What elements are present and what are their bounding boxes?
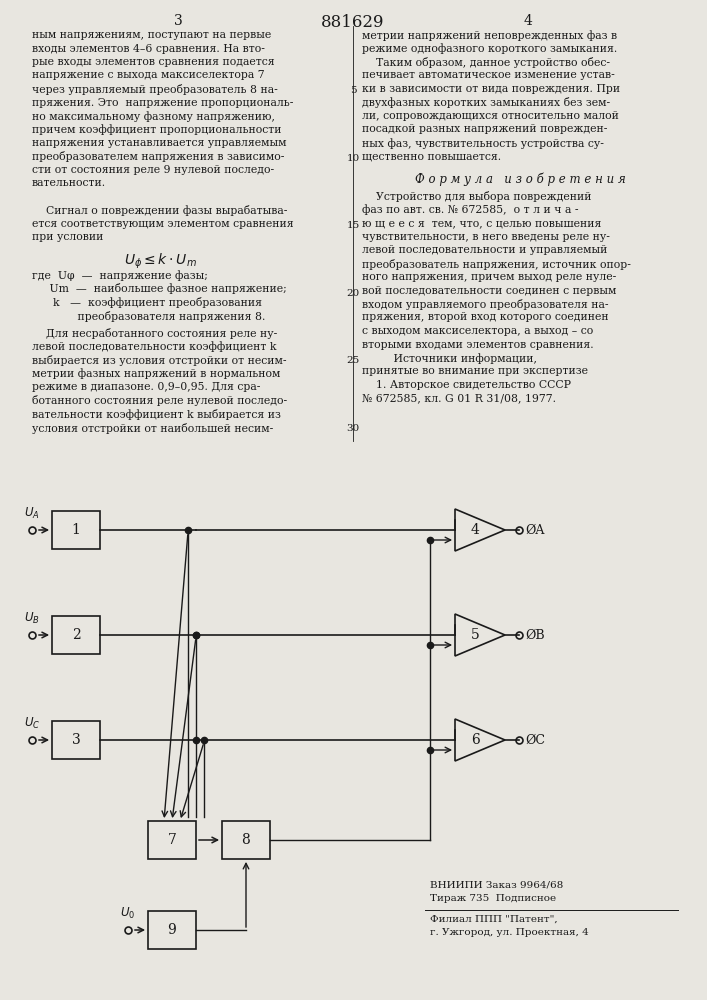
Text: условия отстройки от наибольшей несим-: условия отстройки от наибольшей несим- — [32, 422, 273, 434]
Text: 15: 15 — [346, 221, 360, 230]
Text: принятые во внимание при экспертизе: принятые во внимание при экспертизе — [362, 366, 588, 376]
Text: ным напряжениям, поступают на первые: ным напряжениям, поступают на первые — [32, 30, 271, 40]
Text: 9: 9 — [168, 923, 176, 937]
Text: ØB: ØB — [525, 629, 544, 642]
Text: причем коэффициент пропорциональности: причем коэффициент пропорциональности — [32, 124, 281, 135]
Text: 5: 5 — [471, 628, 479, 642]
Text: щественно повышается.: щественно повышается. — [362, 151, 501, 161]
Text: вательности.: вательности. — [32, 178, 106, 188]
Text: метрии напряжений неповрежденных фаз в: метрии напряжений неповрежденных фаз в — [362, 30, 617, 41]
Bar — [52, 511, 100, 549]
Text: Um  —  наибольшее фазное напряжение;: Um — наибольшее фазное напряжение; — [32, 284, 287, 294]
Text: 4: 4 — [471, 523, 479, 537]
Text: № 672585, кл. G 01 R 31/08, 1977.: № 672585, кл. G 01 R 31/08, 1977. — [362, 393, 556, 403]
Text: $U_A$: $U_A$ — [24, 506, 40, 521]
Text: вательности коэффициент k выбирается из: вательности коэффициент k выбирается из — [32, 409, 281, 420]
Text: 25: 25 — [346, 356, 360, 365]
Text: печивает автоматическое изменение устав-: печивает автоматическое изменение устав- — [362, 70, 615, 81]
Text: ных фаз, чувствительность устройства су-: ных фаз, чувствительность устройства су- — [362, 138, 604, 149]
Text: ю щ е е с я  тем, что, с целью повышения: ю щ е е с я тем, что, с целью повышения — [362, 218, 602, 228]
Text: Источники информации,: Источники информации, — [362, 353, 537, 364]
Text: ØC: ØC — [525, 734, 545, 746]
Text: рые входы элементов сравнения подается: рые входы элементов сравнения подается — [32, 57, 274, 67]
Text: ВНИИПИ Заказ 9964/68: ВНИИПИ Заказ 9964/68 — [430, 880, 563, 889]
Text: метрии фазных напряжений в нормальном: метрии фазных напряжений в нормальном — [32, 368, 281, 379]
Bar — [148, 911, 196, 949]
Text: преобразователя напряжения 8.: преобразователя напряжения 8. — [32, 310, 265, 322]
Text: ется соответствующим элементом сравнения: ется соответствующим элементом сравнения — [32, 219, 293, 229]
Text: $U_B$: $U_B$ — [24, 611, 40, 626]
Text: пряжения. Это  напряжение пропорциональ-: пряжения. Это напряжение пропорциональ- — [32, 98, 293, 107]
Text: через управляемый преобразователь 8 на-: через управляемый преобразователь 8 на- — [32, 84, 278, 95]
Text: Филиал ППП "Патент",: Филиал ППП "Патент", — [430, 915, 558, 924]
Text: при условии: при условии — [32, 232, 103, 242]
Text: напряжение с выхода максиселектора 7: напряжение с выхода максиселектора 7 — [32, 70, 264, 81]
Text: ботанного состояния реле нулевой последо-: ботанного состояния реле нулевой последо… — [32, 395, 287, 406]
Text: 1: 1 — [71, 523, 81, 537]
Text: 7: 7 — [168, 833, 177, 847]
Text: Сигнал о повреждении фазы вырабатыва-: Сигнал о повреждении фазы вырабатыва- — [32, 206, 287, 217]
Text: посадкой разных напряжений поврежден-: посадкой разных напряжений поврежден- — [362, 124, 607, 134]
Text: входом управляемого преобразователя на-: входом управляемого преобразователя на- — [362, 299, 609, 310]
Text: ного напряжения, причем выход реле нуле-: ного напряжения, причем выход реле нуле- — [362, 272, 617, 282]
Text: режиме в диапазоне. 0,9–0,95. Для сра-: режиме в диапазоне. 0,9–0,95. Для сра- — [32, 382, 260, 392]
Text: напряжения устанавливается управляемым: напряжения устанавливается управляемым — [32, 138, 286, 148]
Text: 2: 2 — [71, 628, 81, 642]
Text: преобразователем напряжения в зависимо-: преобразователем напряжения в зависимо- — [32, 151, 284, 162]
Text: 10: 10 — [346, 154, 360, 163]
Text: фаз по авт. св. № 672585,  о т л и ч а -: фаз по авт. св. № 672585, о т л и ч а - — [362, 205, 578, 215]
Bar — [52, 721, 100, 759]
Bar — [222, 821, 270, 859]
Polygon shape — [455, 719, 505, 761]
Polygon shape — [455, 509, 505, 551]
Text: г. Ужгород, ул. Проектная, 4: г. Ужгород, ул. Проектная, 4 — [430, 928, 589, 937]
Text: чувствительности, в него введены реле ну-: чувствительности, в него введены реле ну… — [362, 232, 610, 241]
Text: вторыми входами элементов сравнения.: вторыми входами элементов сравнения. — [362, 340, 594, 350]
Text: $U_\phi \leq k \cdot U_m$: $U_\phi \leq k \cdot U_m$ — [124, 252, 197, 271]
Text: пряжения, второй вход которого соединен: пряжения, второй вход которого соединен — [362, 312, 609, 322]
Text: сти от состояния реле 9 нулевой последо-: сти от состояния реле 9 нулевой последо- — [32, 165, 274, 175]
Text: $U_0$: $U_0$ — [120, 906, 136, 921]
Polygon shape — [455, 614, 505, 656]
Text: Таким образом, данное устройство обес-: Таким образом, данное устройство обес- — [362, 57, 610, 68]
Text: 1. Авторское свидетельство СССР: 1. Авторское свидетельство СССР — [362, 380, 571, 390]
Text: с выходом максиселектора, а выход – со: с выходом максиселектора, а выход – со — [362, 326, 593, 336]
Text: k   —  коэффициент преобразования: k — коэффициент преобразования — [32, 297, 262, 308]
Text: но максимальному фазному напряжению,: но максимальному фазному напряжению, — [32, 111, 275, 122]
Text: 4: 4 — [524, 14, 532, 28]
Text: левой последовательности коэффициент k: левой последовательности коэффициент k — [32, 342, 276, 352]
Text: $U_C$: $U_C$ — [24, 716, 40, 731]
Text: 6: 6 — [471, 733, 479, 747]
Text: Устройство для выбора повреждений: Устройство для выбора повреждений — [362, 191, 592, 202]
Bar — [52, 616, 100, 654]
Text: ки в зависимости от вида повреждения. При: ки в зависимости от вида повреждения. Пр… — [362, 84, 620, 94]
Text: 5: 5 — [350, 86, 356, 95]
Text: ØA: ØA — [525, 524, 544, 536]
Text: Ф о р м у л а   и з о б р е т е н и я: Ф о р м у л а и з о б р е т е н и я — [414, 173, 626, 186]
Text: 3: 3 — [174, 14, 182, 28]
Text: левой последовательности и управляемый: левой последовательности и управляемый — [362, 245, 607, 255]
Text: Для несработанного состояния реле ну-: Для несработанного состояния реле ну- — [32, 328, 277, 339]
Bar — [148, 821, 196, 859]
Text: ли, сопровождающихся относительно малой: ли, сопровождающихся относительно малой — [362, 111, 619, 121]
Text: двухфазных коротких замыканиях без зем-: двухфазных коротких замыканиях без зем- — [362, 98, 610, 108]
Text: 30: 30 — [346, 424, 360, 433]
Text: Тираж 735  Подписное: Тираж 735 Подписное — [430, 894, 556, 903]
Text: 881629: 881629 — [321, 14, 385, 31]
Text: 20: 20 — [346, 289, 360, 298]
Text: преобразователь напряжения, источник опор-: преобразователь напряжения, источник опо… — [362, 258, 631, 269]
Text: где  Uφ  —  напряжение фазы;: где Uφ — напряжение фазы; — [32, 270, 208, 281]
Text: 8: 8 — [242, 833, 250, 847]
Text: выбирается из условия отстройки от несим-: выбирается из условия отстройки от несим… — [32, 355, 286, 366]
Text: вой последовательности соединен с первым: вой последовательности соединен с первым — [362, 286, 617, 296]
Text: режиме однофазного короткого замыкания.: режиме однофазного короткого замыкания. — [362, 43, 617, 54]
Text: входы элементов 4–6 сравнения. На вто-: входы элементов 4–6 сравнения. На вто- — [32, 43, 265, 53]
Text: 3: 3 — [71, 733, 81, 747]
